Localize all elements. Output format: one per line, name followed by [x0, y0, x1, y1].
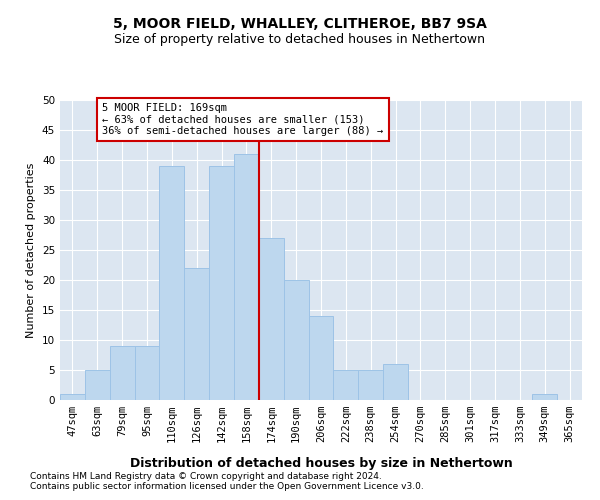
Text: Distribution of detached houses by size in Nethertown: Distribution of detached houses by size …: [130, 458, 512, 470]
Bar: [134, 346, 160, 400]
Text: Size of property relative to detached houses in Nethertown: Size of property relative to detached ho…: [115, 32, 485, 46]
Bar: [334, 370, 358, 400]
Bar: [110, 346, 134, 400]
Bar: [184, 268, 209, 400]
Bar: [532, 394, 557, 400]
Bar: [284, 280, 308, 400]
Bar: [308, 316, 334, 400]
Bar: [60, 394, 85, 400]
Y-axis label: Number of detached properties: Number of detached properties: [26, 162, 37, 338]
Bar: [259, 238, 284, 400]
Bar: [358, 370, 383, 400]
Bar: [160, 166, 184, 400]
Bar: [383, 364, 408, 400]
Bar: [85, 370, 110, 400]
Bar: [209, 166, 234, 400]
Text: Contains public sector information licensed under the Open Government Licence v3: Contains public sector information licen…: [30, 482, 424, 491]
Text: Contains HM Land Registry data © Crown copyright and database right 2024.: Contains HM Land Registry data © Crown c…: [30, 472, 382, 481]
Text: 5, MOOR FIELD, WHALLEY, CLITHEROE, BB7 9SA: 5, MOOR FIELD, WHALLEY, CLITHEROE, BB7 9…: [113, 18, 487, 32]
Bar: [234, 154, 259, 400]
Text: 5 MOOR FIELD: 169sqm
← 63% of detached houses are smaller (153)
36% of semi-deta: 5 MOOR FIELD: 169sqm ← 63% of detached h…: [102, 103, 383, 136]
